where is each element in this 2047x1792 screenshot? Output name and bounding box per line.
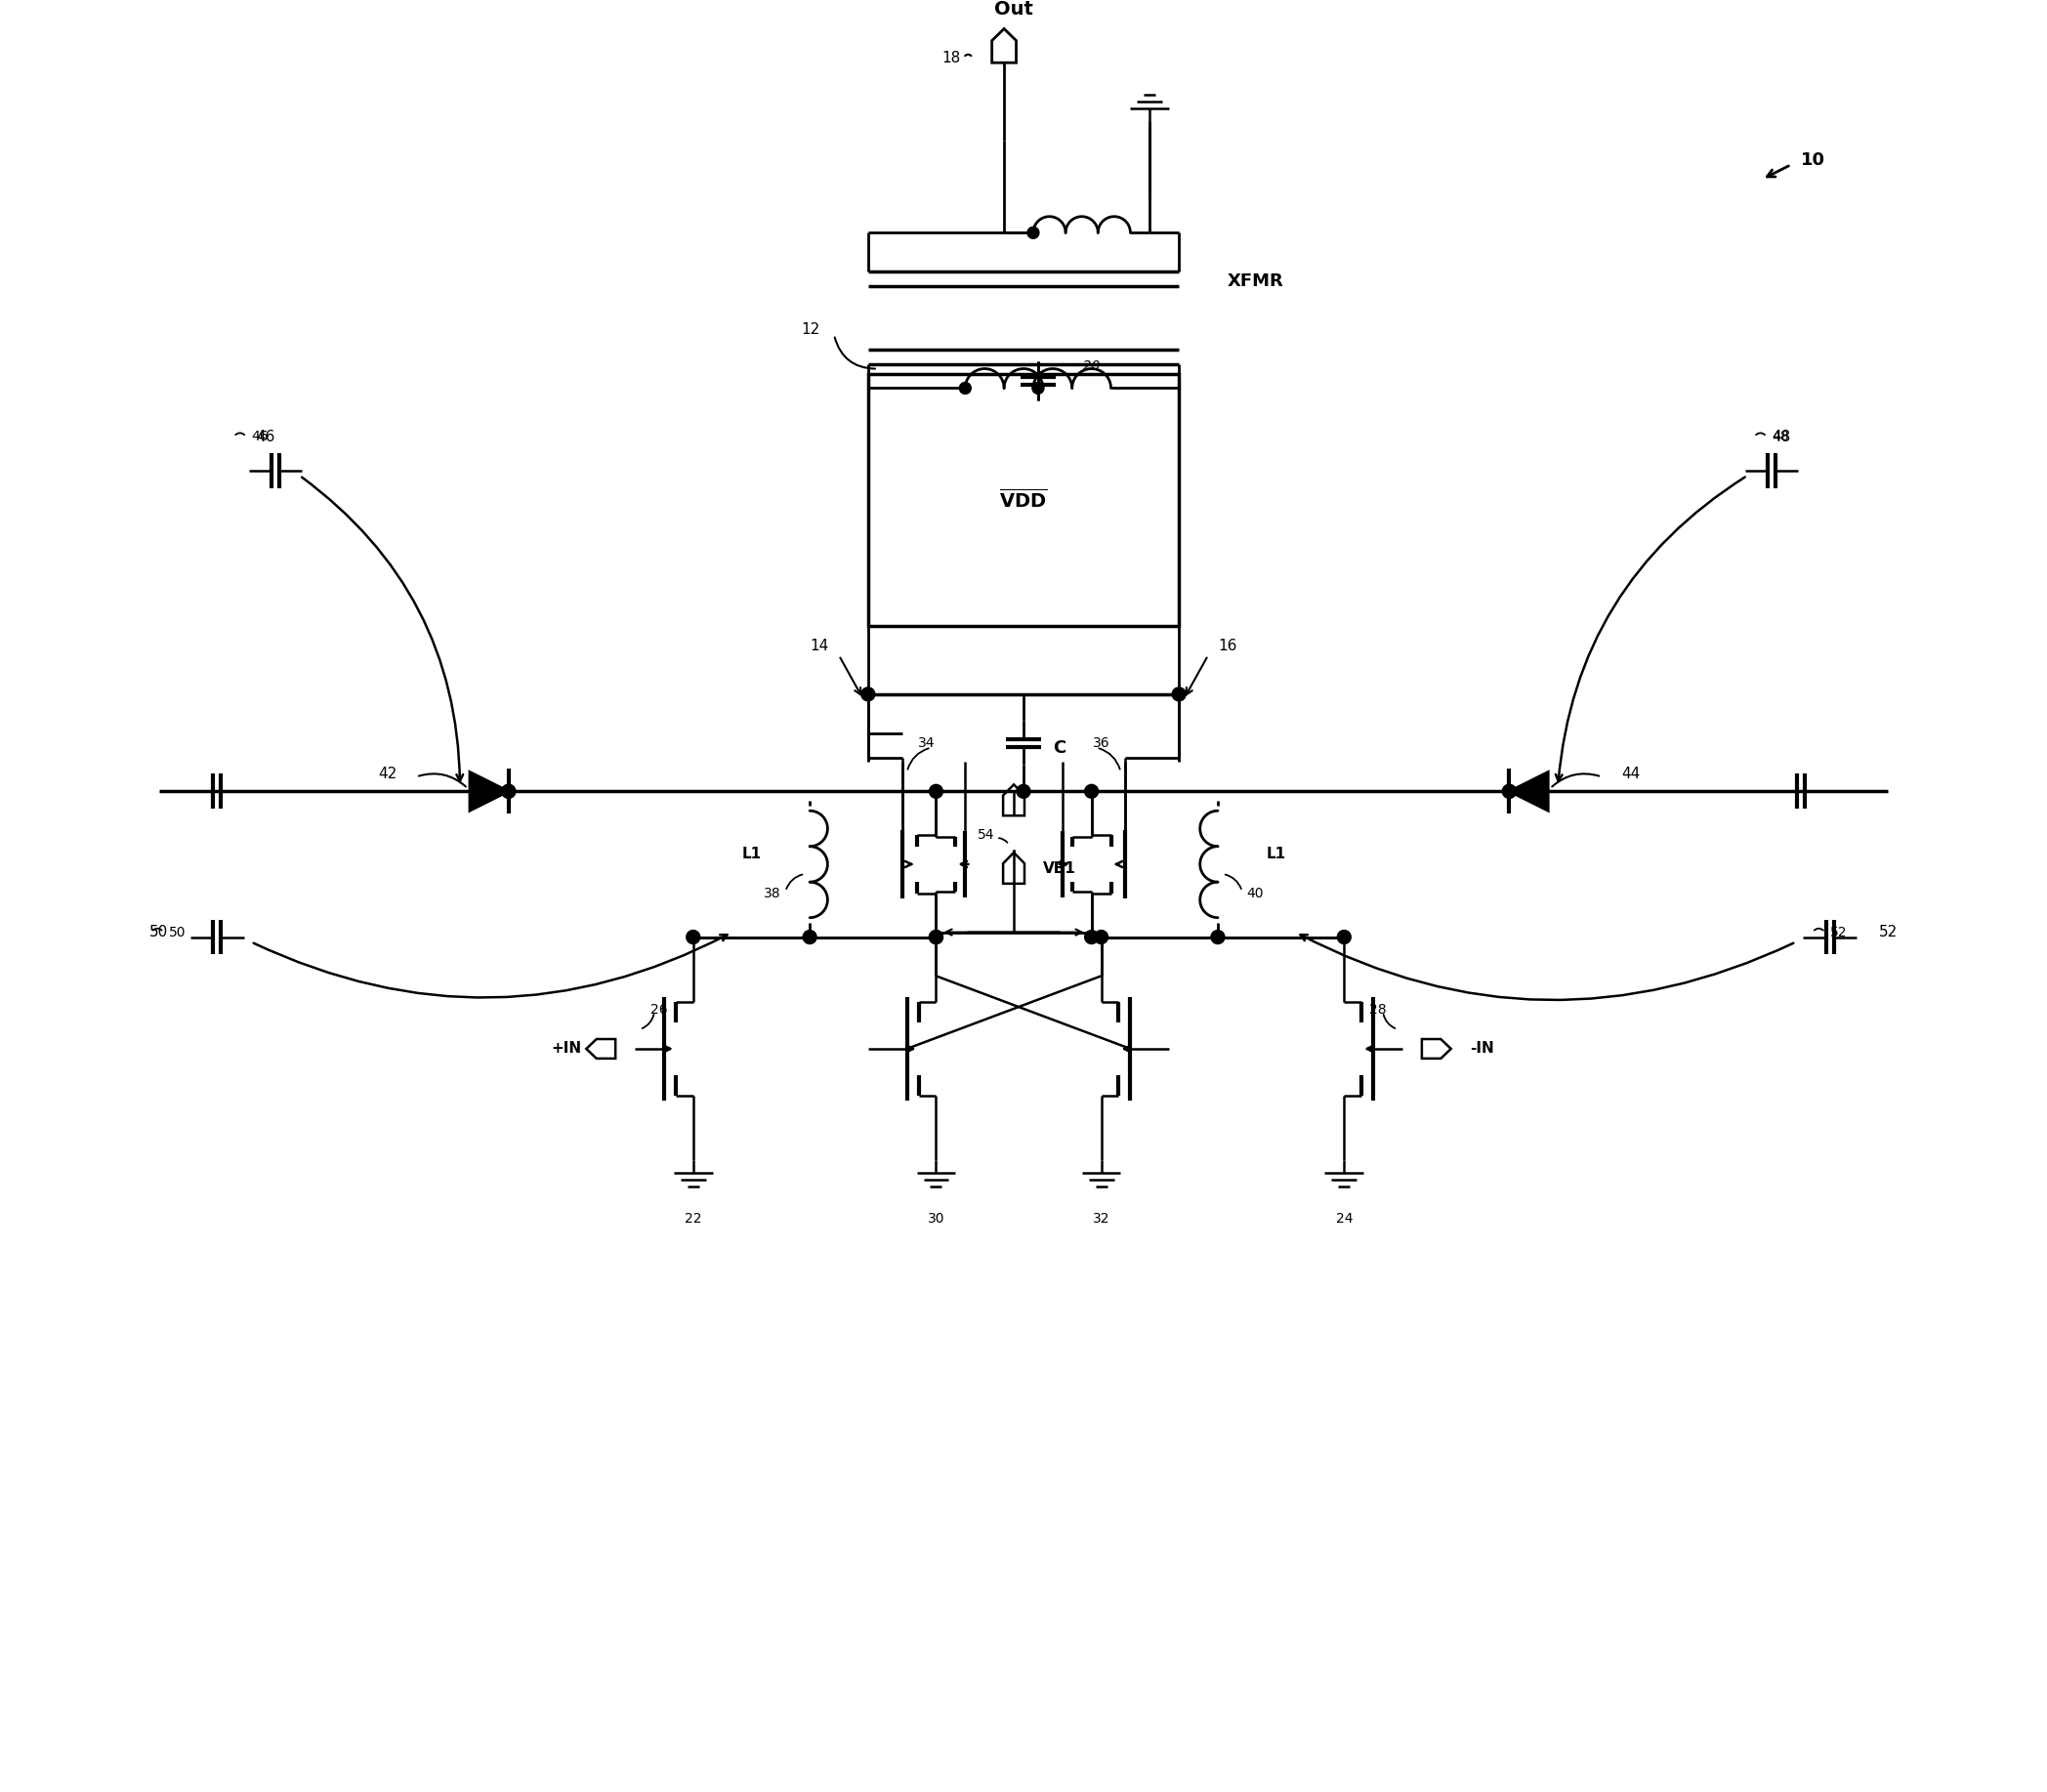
Text: 50: 50 [149, 925, 168, 939]
Text: 12: 12 [800, 323, 819, 337]
Text: 14: 14 [811, 638, 829, 652]
Text: 46: 46 [256, 430, 274, 444]
Text: L1: L1 [1267, 848, 1286, 862]
Text: 54: 54 [976, 828, 995, 842]
Circle shape [929, 930, 944, 944]
Text: -IN: -IN [1470, 1041, 1494, 1055]
Bar [868, 373, 1179, 625]
Text: 24: 24 [1335, 1211, 1353, 1226]
Text: 48: 48 [1771, 430, 1789, 444]
Text: XFMR: XFMR [1228, 272, 1283, 290]
Text: VB1: VB1 [1042, 862, 1077, 876]
Text: 52: 52 [1879, 925, 1898, 939]
Circle shape [802, 930, 817, 944]
Circle shape [1212, 930, 1224, 944]
Text: 16: 16 [1218, 638, 1236, 652]
Circle shape [929, 930, 944, 944]
Text: 42: 42 [379, 767, 397, 781]
Text: L1: L1 [741, 848, 761, 862]
Circle shape [1173, 688, 1185, 701]
Circle shape [1017, 785, 1030, 797]
Circle shape [502, 785, 516, 797]
Text: C: C [1052, 738, 1066, 756]
Text: 50: 50 [168, 925, 186, 939]
Text: Out: Out [995, 0, 1034, 18]
Text: 30: 30 [927, 1211, 944, 1226]
Text: 18: 18 [942, 50, 960, 65]
Text: $\overline{\mathbf{VDD}}$: $\overline{\mathbf{VDD}}$ [999, 489, 1048, 511]
Text: 46: 46 [252, 430, 268, 444]
Text: 32: 32 [1093, 1211, 1109, 1226]
Text: 28: 28 [1369, 1004, 1386, 1016]
Text: 40: 40 [1247, 887, 1265, 900]
Circle shape [1032, 382, 1044, 394]
Text: 26: 26 [651, 1004, 667, 1016]
Text: 52: 52 [1830, 925, 1846, 939]
Text: 22: 22 [684, 1211, 702, 1226]
Circle shape [960, 382, 970, 394]
Text: 48: 48 [1773, 430, 1791, 444]
Text: 38: 38 [764, 887, 780, 900]
Circle shape [1028, 228, 1040, 238]
Circle shape [862, 688, 874, 701]
Text: 36: 36 [1093, 737, 1109, 749]
Circle shape [1085, 785, 1099, 797]
Text: 34: 34 [917, 737, 935, 749]
Circle shape [1502, 785, 1517, 797]
Circle shape [686, 930, 700, 944]
Text: 10: 10 [1801, 151, 1826, 168]
Circle shape [1502, 785, 1517, 797]
Circle shape [929, 785, 944, 797]
Circle shape [1095, 930, 1107, 944]
Circle shape [1337, 930, 1351, 944]
Text: +IN: +IN [551, 1041, 581, 1055]
Polygon shape [469, 772, 508, 810]
Circle shape [1085, 930, 1099, 944]
Text: 44: 44 [1621, 767, 1640, 781]
Circle shape [502, 785, 516, 797]
Text: ~20: ~20 [1073, 360, 1101, 373]
Polygon shape [1509, 772, 1548, 810]
